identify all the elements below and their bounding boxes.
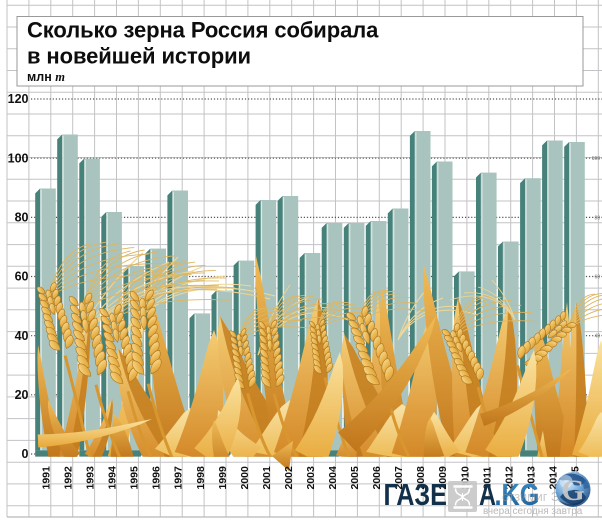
svg-text:1998: 1998 <box>195 466 207 490</box>
svg-text:2011: 2011 <box>481 467 493 490</box>
svg-text:А: А <box>479 478 496 512</box>
svg-text:1994: 1994 <box>107 466 119 490</box>
svg-text:G: G <box>561 474 584 507</box>
svg-text:1996: 1996 <box>151 466 163 490</box>
svg-text:млн т: млн т <box>27 70 65 84</box>
svg-text:1997: 1997 <box>173 466 185 490</box>
svg-text:120: 120 <box>8 92 29 106</box>
svg-text:2003: 2003 <box>305 466 317 490</box>
svg-text:2007: 2007 <box>393 466 405 490</box>
svg-text:40: 40 <box>594 334 600 340</box>
svg-text:2002: 2002 <box>283 466 295 490</box>
svg-text:60: 60 <box>15 270 29 284</box>
svg-text:80: 80 <box>15 211 29 225</box>
svg-text:2005: 2005 <box>349 466 361 490</box>
svg-text:1995: 1995 <box>129 466 141 490</box>
svg-text:2001: 2001 <box>261 466 273 490</box>
svg-text:80: 80 <box>594 215 600 221</box>
svg-text:20: 20 <box>15 388 29 402</box>
svg-text:2004: 2004 <box>327 466 339 490</box>
svg-text:1991: 1991 <box>41 466 53 490</box>
svg-text:100: 100 <box>8 151 29 165</box>
svg-text:2008: 2008 <box>415 466 427 490</box>
svg-text:вчера сегодня завтра: вчера сегодня завтра <box>483 506 583 517</box>
svg-text:Сколько зерна Россия собирала: Сколько зерна Россия собирала <box>27 18 379 43</box>
svg-text:2006: 2006 <box>371 466 383 490</box>
svg-text:1992: 1992 <box>63 466 75 490</box>
svg-text:2013: 2013 <box>525 466 537 490</box>
svg-text:40: 40 <box>15 329 29 343</box>
svg-text:2014: 2014 <box>547 466 559 490</box>
svg-text:1999: 1999 <box>217 466 229 490</box>
svg-text:в новейшей истории: в новейшей истории <box>27 44 251 69</box>
svg-text:1993: 1993 <box>85 466 97 490</box>
svg-text:0: 0 <box>22 447 29 461</box>
svg-text:60: 60 <box>594 275 600 281</box>
svg-text:2009: 2009 <box>437 466 449 490</box>
svg-text:ГАЗЕ: ГАЗЕ <box>384 478 448 512</box>
svg-text:.KG: .KG <box>495 478 540 512</box>
svg-text:100: 100 <box>592 156 601 162</box>
svg-text:2012: 2012 <box>503 466 515 490</box>
svg-text:2000: 2000 <box>239 466 251 490</box>
